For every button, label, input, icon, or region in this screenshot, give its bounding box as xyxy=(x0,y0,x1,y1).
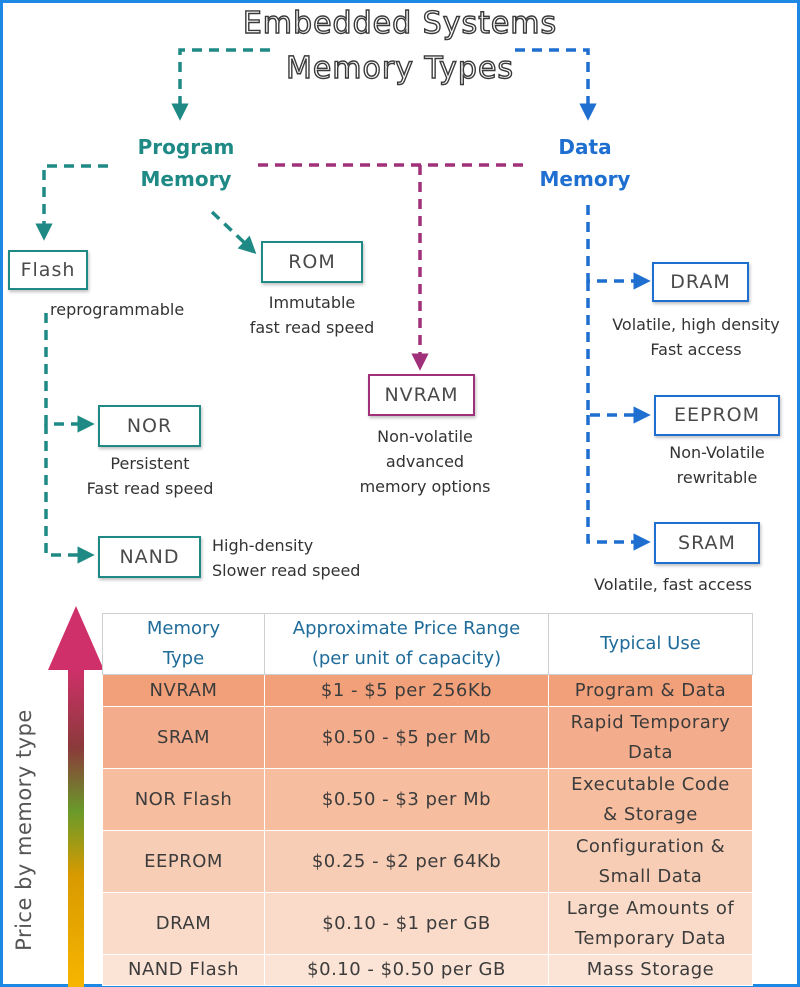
cell-use-line1: Rapid Temporary xyxy=(570,711,731,733)
eeprom-desc-line1: Non-Volatile xyxy=(669,443,765,462)
cell-price: $0.50 - $5 per Mb xyxy=(264,706,549,769)
cell-use-line2: Data xyxy=(628,741,673,763)
nor-desc: Persistent Fast read speed xyxy=(70,451,230,501)
header-memory-type: Memory Type xyxy=(102,613,265,675)
price-gradient-shaft xyxy=(68,668,84,987)
cell-use-line1: Executable Code xyxy=(571,773,730,795)
cell-use-line2: Small Data xyxy=(598,865,703,887)
dram-desc-line1: Volatile, high density xyxy=(612,315,780,334)
cell-price: $0.10 - $0.50 per GB xyxy=(264,954,549,986)
cell-use: Program & Data xyxy=(548,674,753,707)
nand-desc-line1: High-density xyxy=(212,536,314,555)
nvram-desc: Non-volatile advanced memory options xyxy=(345,424,505,499)
dram-box: DRAM xyxy=(652,262,749,302)
cell-price: $0.50 - $3 per Mb xyxy=(264,768,549,831)
nand-box: NAND xyxy=(98,536,201,578)
cell-use: Executable Code & Storage xyxy=(548,768,753,831)
diagram-title-line2: Memory Types xyxy=(285,50,515,86)
dram-desc-line2: Fast access xyxy=(650,340,742,359)
rom-desc-line1: Immutable xyxy=(268,293,356,312)
program-memory-line1: Program xyxy=(137,135,235,159)
eeprom-desc-line2: rewritable xyxy=(676,468,758,487)
cell-use-line2: & Storage xyxy=(603,803,698,825)
header-memory-type-line2: Type xyxy=(162,648,205,669)
cell-type: NAND Flash xyxy=(102,954,265,986)
cell-use-line1: Large Amounts of xyxy=(566,897,735,919)
nor-desc-line1: Persistent xyxy=(110,454,190,473)
cell-price: $1 - $5 per 256Kb xyxy=(264,674,549,707)
cell-type: NOR Flash xyxy=(102,768,265,831)
cell-use-line1: Configuration & xyxy=(575,835,726,857)
nor-box: NOR xyxy=(98,405,201,447)
cell-price: $0.25 - $2 per 64Kb xyxy=(264,830,549,893)
arrow-title-to-program xyxy=(171,48,270,121)
data-memory-line2: Memory xyxy=(539,167,631,191)
sram-box: SRAM xyxy=(654,522,760,564)
eeprom-box: EEPROM xyxy=(654,395,780,436)
cell-use-line1: Program & Data xyxy=(574,679,727,701)
sram-desc: Volatile, fast access xyxy=(594,575,752,594)
table-row: NAND Flash $0.10 - $0.50 per GB Mass Sto… xyxy=(102,954,753,986)
arrow-data-to-sram xyxy=(586,415,651,551)
price-gradient-arrowhead xyxy=(48,606,104,670)
arrow-flash-to-nand xyxy=(44,424,95,564)
arrow-flash-to-nor xyxy=(44,313,95,433)
cell-type: NVRAM xyxy=(102,674,265,707)
cell-use: Large Amounts of Temporary Data xyxy=(548,892,753,955)
header-price-range-line1: Approximate Price Range xyxy=(292,618,521,639)
nvram-desc-line1: Non-volatile xyxy=(377,427,473,446)
table-header-row: Memory Type Approximate Price Range (per… xyxy=(102,613,753,675)
nand-desc-line2: Slower read speed xyxy=(212,561,361,580)
header-memory-type-line1: Memory xyxy=(146,618,221,639)
table-row: NVRAM $1 - $5 per 256Kb Program & Data xyxy=(102,674,753,707)
header-typical-use: Typical Use xyxy=(548,613,753,675)
nvram-desc-line2: advanced xyxy=(385,452,465,471)
table-row: SRAM $0.50 - $5 per Mb Rapid Temporary D… xyxy=(102,706,753,769)
table-row: NOR Flash $0.50 - $3 per Mb Executable C… xyxy=(102,768,753,831)
rom-desc-line2: fast read speed xyxy=(249,318,375,337)
nor-desc-line2: Fast read speed xyxy=(86,479,214,498)
cell-type: EEPROM xyxy=(102,830,265,893)
arrow-program-to-rom xyxy=(210,210,257,255)
table-row: DRAM $0.10 - $1 per GB Large Amounts of … xyxy=(102,892,753,955)
diagram-title-line1: Embedded Systems xyxy=(242,5,558,41)
header-price-range: Approximate Price Range (per unit of cap… xyxy=(264,613,549,675)
header-price-range-line2: (per unit of capacity) xyxy=(311,648,502,669)
table-row: EEPROM $0.25 - $2 per 64Kb Configuration… xyxy=(102,830,753,893)
price-axis-label: Price by memory type xyxy=(4,680,44,980)
arrow-to-nvram xyxy=(258,163,525,362)
rom-desc: Immutable fast read speed xyxy=(232,290,392,340)
data-memory-label: Data Memory xyxy=(520,131,650,195)
price-table: Memory Type Approximate Price Range (per… xyxy=(102,613,753,986)
data-memory-line1: Data xyxy=(558,135,612,159)
arrow-program-to-flash xyxy=(35,164,108,241)
flash-desc: reprogrammable xyxy=(50,300,185,319)
cell-type: DRAM xyxy=(102,892,265,955)
flash-box: Flash xyxy=(8,250,88,290)
cell-price: $0.10 - $1 per GB xyxy=(264,892,549,955)
nvram-desc-line3: memory options xyxy=(359,477,491,496)
arrow-data-to-dram xyxy=(586,205,651,290)
price-axis-label-text: Price by memory type xyxy=(12,709,36,951)
arrow-data-to-eeprom xyxy=(586,281,651,424)
cell-use: Rapid Temporary Data xyxy=(548,706,753,769)
cell-use: Configuration & Small Data xyxy=(548,830,753,893)
program-memory-label: Program Memory xyxy=(118,131,254,195)
rom-box: ROM xyxy=(261,241,363,283)
arrow-title-to-data xyxy=(515,48,597,121)
eeprom-desc: Non-Volatile rewritable xyxy=(637,440,797,490)
cell-use-line2: Temporary Data xyxy=(574,927,727,949)
dram-desc: Volatile, high density Fast access xyxy=(598,312,794,362)
header-typical-use-line1: Typical Use xyxy=(600,633,701,654)
nvram-box: NVRAM xyxy=(368,374,475,416)
cell-use-line1: Mass Storage xyxy=(586,959,715,980)
nand-desc: High-density Slower read speed xyxy=(212,533,360,583)
cell-type: SRAM xyxy=(102,706,265,769)
program-memory-line2: Memory xyxy=(140,167,232,191)
cell-use: Mass Storage xyxy=(548,954,753,986)
